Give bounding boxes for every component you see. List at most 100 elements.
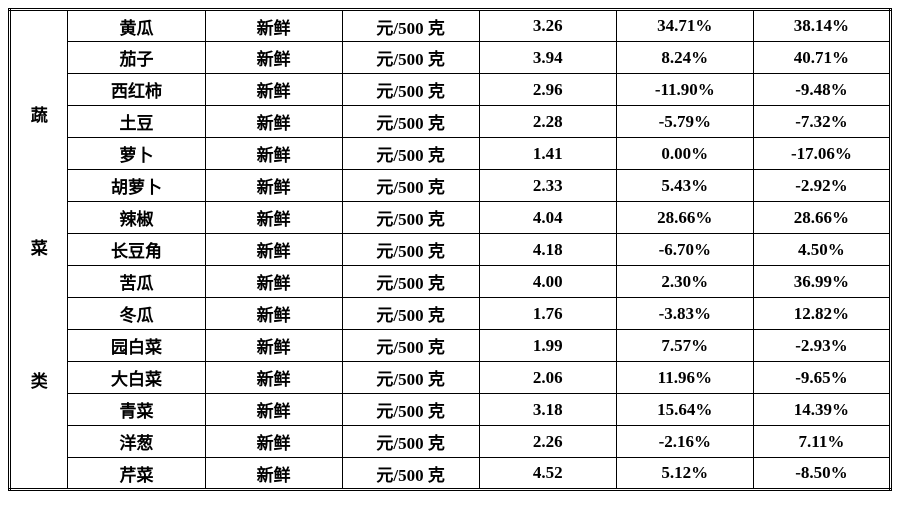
cell-chg1: -6.70% <box>616 234 753 266</box>
cell-name: 西红柿 <box>68 74 205 106</box>
cell-spec: 新鲜 <box>205 74 342 106</box>
cell-price: 1.99 <box>479 330 616 362</box>
cell-name: 黄瓜 <box>68 10 205 42</box>
cell-chg1: 15.64% <box>616 394 753 426</box>
cell-chg1: 34.71% <box>616 10 753 42</box>
table-row: 冬瓜 新鲜 元/500 克 1.76 -3.83% 12.82% <box>10 298 891 330</box>
cell-chg2: 36.99% <box>753 266 890 298</box>
cell-name: 芹菜 <box>68 458 205 490</box>
cell-name: 洋葱 <box>68 426 205 458</box>
cell-chg2: 4.50% <box>753 234 890 266</box>
category-label: 蔬 菜 类 <box>11 11 67 488</box>
cell-unit: 元/500 克 <box>342 138 479 170</box>
cell-unit: 元/500 克 <box>342 74 479 106</box>
table-row: 长豆角 新鲜 元/500 克 4.18 -6.70% 4.50% <box>10 234 891 266</box>
table-row: 胡萝卜 新鲜 元/500 克 2.33 5.43% -2.92% <box>10 170 891 202</box>
cell-chg1: 28.66% <box>616 202 753 234</box>
table-row: 园白菜 新鲜 元/500 克 1.99 7.57% -2.93% <box>10 330 891 362</box>
cell-chg1: 11.96% <box>616 362 753 394</box>
cell-chg2: 14.39% <box>753 394 890 426</box>
cell-price: 4.04 <box>479 202 616 234</box>
cell-name: 青菜 <box>68 394 205 426</box>
table-row: 萝卜 新鲜 元/500 克 1.41 0.00% -17.06% <box>10 138 891 170</box>
cell-chg1: -11.90% <box>616 74 753 106</box>
cell-unit: 元/500 克 <box>342 426 479 458</box>
category-char-0: 蔬 <box>31 89 48 143</box>
cell-unit: 元/500 克 <box>342 266 479 298</box>
cell-spec: 新鲜 <box>205 202 342 234</box>
table-row: 青菜 新鲜 元/500 克 3.18 15.64% 14.39% <box>10 394 891 426</box>
cell-name: 萝卜 <box>68 138 205 170</box>
cell-price: 2.28 <box>479 106 616 138</box>
cell-spec: 新鲜 <box>205 298 342 330</box>
table-row: 西红柿 新鲜 元/500 克 2.96 -11.90% -9.48% <box>10 74 891 106</box>
cell-unit: 元/500 克 <box>342 330 479 362</box>
table-body: 蔬 菜 类 黄瓜 新鲜 元/500 克 3.26 34.71% 38.14% 茄… <box>10 10 891 490</box>
cell-spec: 新鲜 <box>205 394 342 426</box>
cell-unit: 元/500 克 <box>342 106 479 138</box>
cell-spec: 新鲜 <box>205 42 342 74</box>
cell-chg1: -3.83% <box>616 298 753 330</box>
table-row: 芹菜 新鲜 元/500 克 4.52 5.12% -8.50% <box>10 458 891 490</box>
cell-unit: 元/500 克 <box>342 362 479 394</box>
cell-price: 3.94 <box>479 42 616 74</box>
cell-name: 园白菜 <box>68 330 205 362</box>
cell-unit: 元/500 克 <box>342 394 479 426</box>
cell-name: 胡萝卜 <box>68 170 205 202</box>
cell-chg1: 5.43% <box>616 170 753 202</box>
cell-name: 大白菜 <box>68 362 205 394</box>
cell-price: 4.00 <box>479 266 616 298</box>
table-row: 大白菜 新鲜 元/500 克 2.06 11.96% -9.65% <box>10 362 891 394</box>
table-row: 蔬 菜 类 黄瓜 新鲜 元/500 克 3.26 34.71% 38.14% <box>10 10 891 42</box>
table-row: 土豆 新鲜 元/500 克 2.28 -5.79% -7.32% <box>10 106 891 138</box>
category-char-1: 菜 <box>31 222 48 276</box>
cell-price: 1.76 <box>479 298 616 330</box>
cell-name: 苦瓜 <box>68 266 205 298</box>
cell-unit: 元/500 克 <box>342 234 479 266</box>
cell-spec: 新鲜 <box>205 10 342 42</box>
cell-unit: 元/500 克 <box>342 10 479 42</box>
cell-chg1: 5.12% <box>616 458 753 490</box>
cell-chg2: -2.93% <box>753 330 890 362</box>
cell-name: 冬瓜 <box>68 298 205 330</box>
cell-price: 4.52 <box>479 458 616 490</box>
cell-unit: 元/500 克 <box>342 458 479 490</box>
cell-chg1: 0.00% <box>616 138 753 170</box>
cell-spec: 新鲜 <box>205 266 342 298</box>
cell-chg2: -2.92% <box>753 170 890 202</box>
cell-unit: 元/500 克 <box>342 202 479 234</box>
cell-spec: 新鲜 <box>205 362 342 394</box>
cell-chg2: -17.06% <box>753 138 890 170</box>
category-char-2: 类 <box>31 355 48 409</box>
cell-price: 1.41 <box>479 138 616 170</box>
cell-spec: 新鲜 <box>205 106 342 138</box>
cell-spec: 新鲜 <box>205 138 342 170</box>
cell-chg2: -9.65% <box>753 362 890 394</box>
cell-price: 3.18 <box>479 394 616 426</box>
cell-unit: 元/500 克 <box>342 170 479 202</box>
cell-name: 辣椒 <box>68 202 205 234</box>
cell-price: 2.33 <box>479 170 616 202</box>
category-cell: 蔬 菜 类 <box>10 10 68 490</box>
cell-spec: 新鲜 <box>205 426 342 458</box>
cell-chg1: 2.30% <box>616 266 753 298</box>
cell-unit: 元/500 克 <box>342 298 479 330</box>
cell-spec: 新鲜 <box>205 330 342 362</box>
vegetable-price-table: 蔬 菜 类 黄瓜 新鲜 元/500 克 3.26 34.71% 38.14% 茄… <box>8 8 892 491</box>
cell-price: 2.06 <box>479 362 616 394</box>
cell-chg1: -5.79% <box>616 106 753 138</box>
cell-chg2: 38.14% <box>753 10 890 42</box>
cell-chg2: 7.11% <box>753 426 890 458</box>
cell-chg2: 28.66% <box>753 202 890 234</box>
cell-price: 2.26 <box>479 426 616 458</box>
cell-price: 2.96 <box>479 74 616 106</box>
cell-chg1: 8.24% <box>616 42 753 74</box>
table-row: 洋葱 新鲜 元/500 克 2.26 -2.16% 7.11% <box>10 426 891 458</box>
cell-chg2: -9.48% <box>753 74 890 106</box>
cell-price: 4.18 <box>479 234 616 266</box>
table-row: 辣椒 新鲜 元/500 克 4.04 28.66% 28.66% <box>10 202 891 234</box>
cell-spec: 新鲜 <box>205 170 342 202</box>
cell-chg2: 40.71% <box>753 42 890 74</box>
cell-chg2: -7.32% <box>753 106 890 138</box>
table-row: 苦瓜 新鲜 元/500 克 4.00 2.30% 36.99% <box>10 266 891 298</box>
